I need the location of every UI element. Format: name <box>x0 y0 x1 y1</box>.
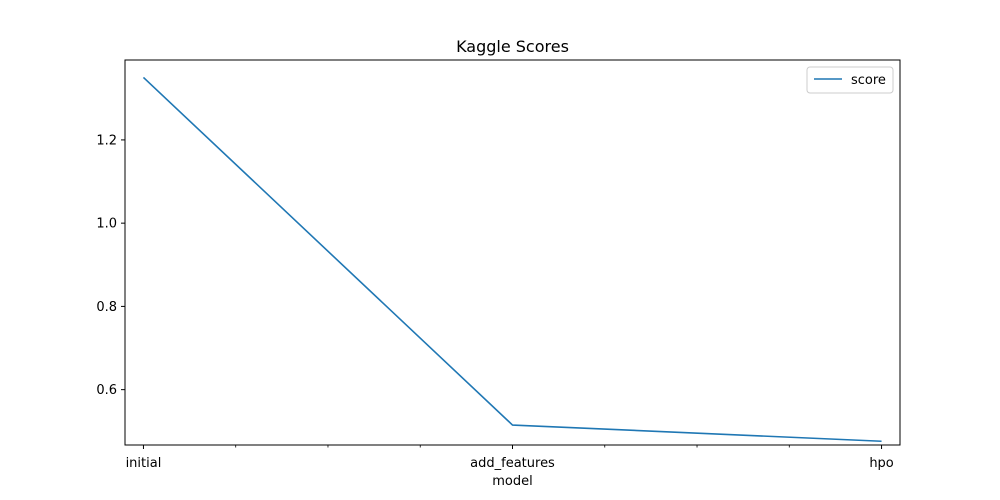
plot-frame <box>124 59 901 446</box>
series-line-score <box>142 76 882 443</box>
y-tick-label: 1.0 <box>96 217 117 232</box>
x-tick-label: initial <box>126 456 162 471</box>
x-axis-label: model <box>492 474 532 489</box>
plot-area <box>124 59 901 446</box>
x-tick-label: hpo <box>869 456 893 471</box>
series-layer <box>142 76 882 443</box>
legend-box <box>806 66 894 94</box>
legend-label-score: score <box>851 73 886 88</box>
y-tick-label: 0.8 <box>96 300 117 315</box>
x-axis: initial add_features hpo <box>126 445 894 471</box>
legend: score <box>806 66 894 94</box>
y-tick-label: 1.2 <box>96 133 117 148</box>
y-axis: 0.6 0.8 1.0 1.2 <box>96 133 125 398</box>
chart-title: Kaggle Scores <box>456 37 569 56</box>
x-tick-label: add_features <box>470 456 555 471</box>
y-tick-label: 0.6 <box>96 383 117 398</box>
